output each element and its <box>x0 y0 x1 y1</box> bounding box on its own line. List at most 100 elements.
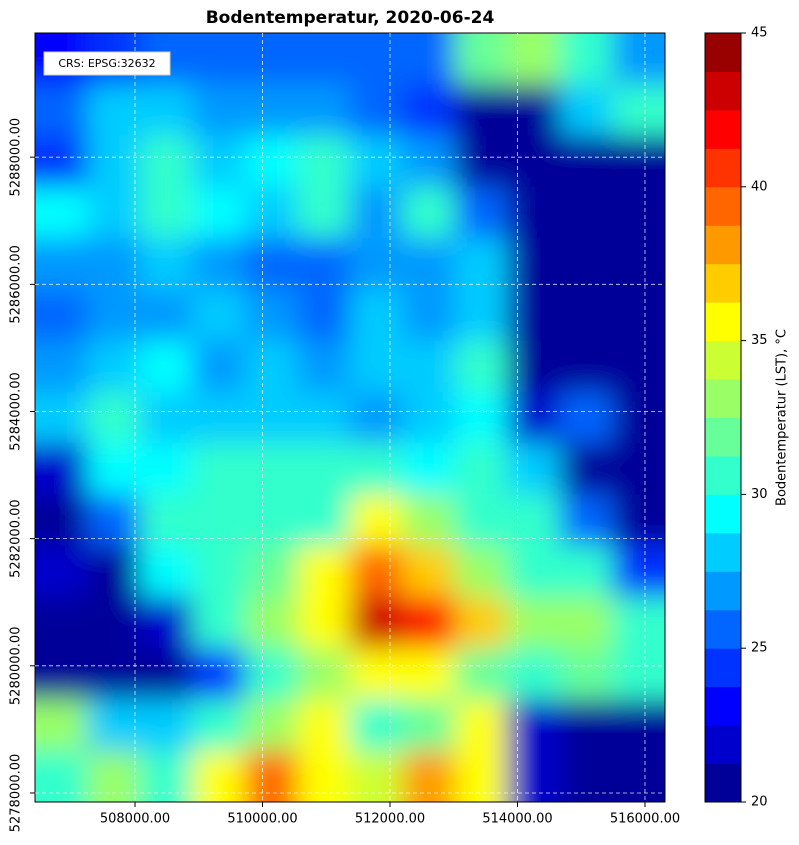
raster-cell <box>140 699 193 752</box>
raster-cell <box>35 340 88 393</box>
y-tick-label: 5286000.00 <box>9 245 24 324</box>
raster-cell <box>455 648 508 700</box>
raster-cell <box>402 545 456 598</box>
raster-cell <box>297 545 351 598</box>
raster-cell <box>87 545 141 598</box>
raster-cell <box>455 238 508 290</box>
raster-cell <box>140 135 193 188</box>
raster-cell <box>507 494 561 547</box>
colorbar-segment <box>705 302 741 342</box>
raster-cell <box>87 750 141 802</box>
raster-cell <box>245 238 298 290</box>
raster-cell <box>245 443 298 495</box>
raster-cell <box>560 33 613 85</box>
raster-cell <box>507 699 561 752</box>
raster-cell <box>350 596 403 649</box>
raster-cell <box>455 750 508 802</box>
raster-cell <box>140 340 193 393</box>
raster-cell <box>297 699 351 752</box>
raster-cell <box>350 238 403 290</box>
raster-cell <box>297 443 351 495</box>
colorbar-label: Bodentemperatur (LST), °C <box>775 329 790 506</box>
raster-cell <box>350 391 403 444</box>
raster-cell <box>245 596 298 649</box>
raster-cell <box>297 33 351 85</box>
y-tick-label: 5284000.00 <box>9 372 24 451</box>
colorbar-segment <box>705 571 741 611</box>
raster-cell <box>35 186 88 239</box>
raster-cell <box>245 33 298 85</box>
raster-cell <box>245 186 298 239</box>
raster-cell <box>455 33 508 85</box>
raster-cell <box>87 596 141 649</box>
raster-cell <box>297 186 351 239</box>
raster-cell <box>612 443 665 495</box>
plot-area <box>35 33 665 802</box>
raster-cell <box>297 289 351 342</box>
raster-cell <box>507 135 561 188</box>
raster-cell <box>455 443 508 495</box>
raster-cell <box>297 494 351 547</box>
raster-cell <box>402 750 456 802</box>
raster-cell <box>35 750 88 802</box>
colorbar-segment <box>705 379 741 418</box>
colorbar-tick-label: 25 <box>751 641 768 656</box>
x-tick-label: 512000.00 <box>355 812 425 827</box>
raster-cell <box>35 289 88 342</box>
raster-cell <box>612 596 665 649</box>
plot-frame <box>34 32 666 803</box>
raster-cell <box>297 596 351 649</box>
raster-cell <box>350 135 403 188</box>
raster-cell <box>87 391 141 444</box>
raster-cell <box>455 494 508 547</box>
raster-cell <box>560 494 613 547</box>
raster-cell <box>87 135 141 188</box>
raster-cell <box>297 750 351 802</box>
colorbar-segment <box>705 33 741 72</box>
raster-cell <box>192 648 246 700</box>
raster-cell <box>455 289 508 342</box>
raster-cell <box>350 443 403 495</box>
raster-cell <box>245 494 298 547</box>
raster-cell <box>560 443 613 495</box>
raster-cell <box>87 648 141 700</box>
raster-cell <box>612 238 665 290</box>
raster-cell <box>612 289 665 342</box>
raster-cell <box>87 494 141 547</box>
raster-cell <box>35 596 88 649</box>
raster-cell <box>455 340 508 393</box>
raster-cell <box>612 33 665 85</box>
colorbar-segment <box>705 494 741 534</box>
raster-cell <box>402 289 456 342</box>
raster-cell <box>402 596 456 649</box>
raster-cell <box>192 750 246 802</box>
colorbar-tick-label: 40 <box>751 179 768 194</box>
colorbar-segment <box>705 148 741 188</box>
raster-cell <box>402 443 456 495</box>
raster-cell <box>560 186 613 239</box>
raster-cell <box>507 238 561 290</box>
raster-cell <box>402 238 456 290</box>
x-tick-label: 516000.00 <box>610 812 680 827</box>
colorbar-segment <box>705 763 741 803</box>
raster-cell <box>402 186 456 239</box>
raster-cell <box>140 545 193 598</box>
raster-cell <box>87 238 141 290</box>
raster-cell <box>455 699 508 752</box>
raster-cell <box>192 699 246 752</box>
raster-cell <box>192 443 246 495</box>
x-tick-label: 514000.00 <box>482 812 552 827</box>
colorbar-tick-label: 20 <box>751 795 768 810</box>
raster-cell <box>507 33 561 85</box>
raster-cell <box>192 289 246 342</box>
raster-cell <box>245 699 298 752</box>
raster-cell <box>297 391 351 444</box>
raster-cell <box>192 186 246 239</box>
raster-cell <box>612 186 665 239</box>
raster-cell <box>245 750 298 802</box>
raster-cell <box>192 494 246 547</box>
raster-cell <box>245 135 298 188</box>
raster-cell <box>35 391 88 444</box>
raster-cell <box>192 135 246 188</box>
